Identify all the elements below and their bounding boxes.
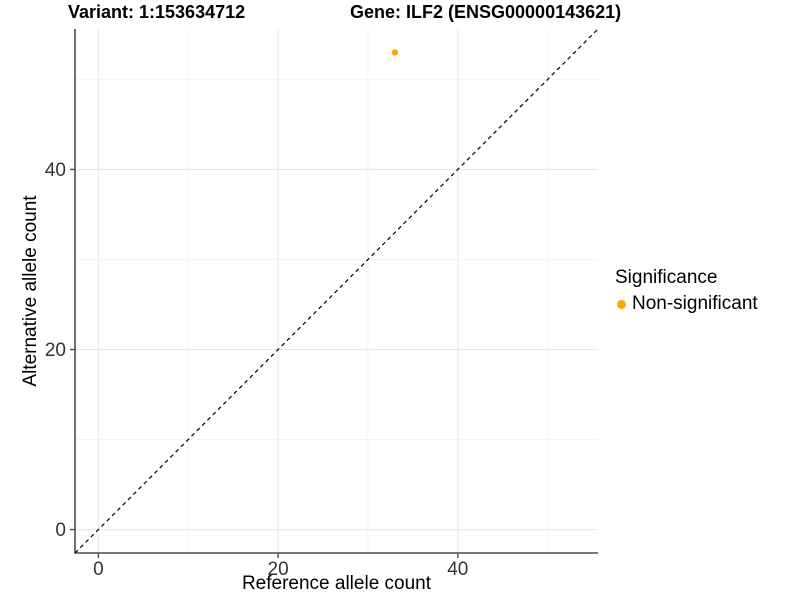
legend: Significance Non-significant [615, 266, 758, 315]
plot-title-variant: Variant: 1:153634712 [68, 2, 246, 22]
y-axis-title: Alternative allele count [20, 195, 41, 387]
data-point [391, 49, 399, 56]
legend-title: Significance [615, 267, 718, 288]
y-tick-label: 0 [55, 520, 66, 541]
x-tick-label: 20 [268, 559, 289, 580]
point-icon [617, 299, 626, 309]
y-tick-label: 20 [45, 340, 66, 361]
legend-item-label: Non-significant [632, 293, 758, 314]
y-tick-label: 40 [45, 160, 66, 181]
identity-line [74, 28, 599, 554]
plot-title-gene: Gene: ILF2 (ENSG00000143621) [350, 2, 622, 22]
legend-item: Non-significant [615, 293, 758, 315]
x-axis-title: Reference allele count [241, 573, 432, 594]
x-tick-label: 0 [93, 559, 104, 580]
x-tick-label: 40 [447, 559, 468, 580]
